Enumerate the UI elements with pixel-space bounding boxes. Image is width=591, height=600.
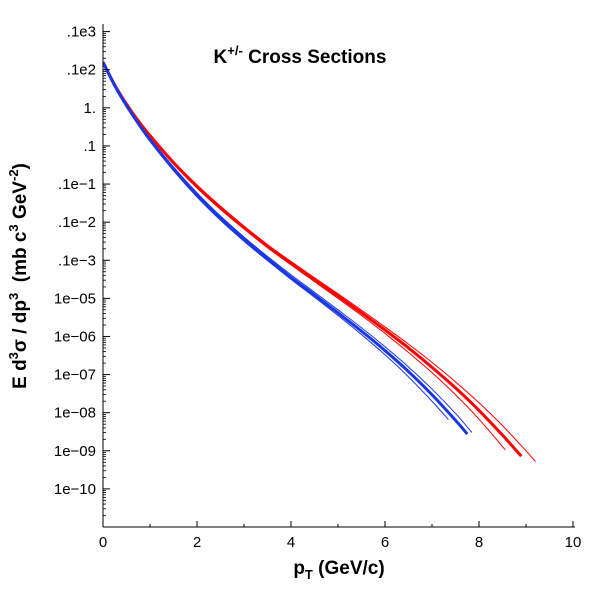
y-tick-label: 1e−07 <box>54 367 96 384</box>
y-tick-label: .1e−3 <box>58 252 96 269</box>
y-tick-label: .1 <box>83 138 96 155</box>
y-tick-label: .1e3 <box>67 24 96 41</box>
curves-layer <box>103 61 536 462</box>
x-tick-label: 8 <box>475 534 483 551</box>
y-tick-label: .1e−2 <box>58 214 96 231</box>
x-tick-label: 6 <box>381 534 389 551</box>
chart-title: K+/- Cross Sections <box>214 43 387 68</box>
y-tick-label: 1. <box>83 100 96 117</box>
x-tick-label: 4 <box>287 534 295 551</box>
series-line-2 <box>103 61 536 462</box>
x-axis-title: pT (GeV/c) <box>293 558 384 582</box>
y-ticks: .1e3 .1e2 1. .1 .1e−1 .1e−2 .1e−3 1e−05 1e−06 1e−… <box>54 24 110 516</box>
series-line-3 <box>103 61 449 420</box>
x-tick-label: 0 <box>99 534 107 551</box>
series-line-4 <box>103 61 469 435</box>
series-line-1 <box>103 61 523 458</box>
y-tick-label: 1e−09 <box>54 443 96 460</box>
series-line-5 <box>103 61 473 433</box>
y-tick-label: 1e−10 <box>54 481 96 498</box>
x-ticks: 0 2 4 6 8 10 <box>99 521 582 551</box>
series-line-0 <box>103 61 506 451</box>
axes-layer <box>102 24 575 528</box>
x-tick-label: 10 <box>565 534 582 551</box>
y-tick-label: .1e−1 <box>58 176 96 193</box>
y-tick-label: 1e−05 <box>54 290 96 307</box>
y-tick-label: 1e−08 <box>54 405 96 422</box>
x-tick-label: 2 <box>193 534 201 551</box>
y-axis-title: E d3σ / dp3 (mb c3 GeV-2) <box>6 163 31 389</box>
y-tick-label: .1e2 <box>67 62 96 79</box>
y-tick-label: 1e−06 <box>54 328 96 345</box>
